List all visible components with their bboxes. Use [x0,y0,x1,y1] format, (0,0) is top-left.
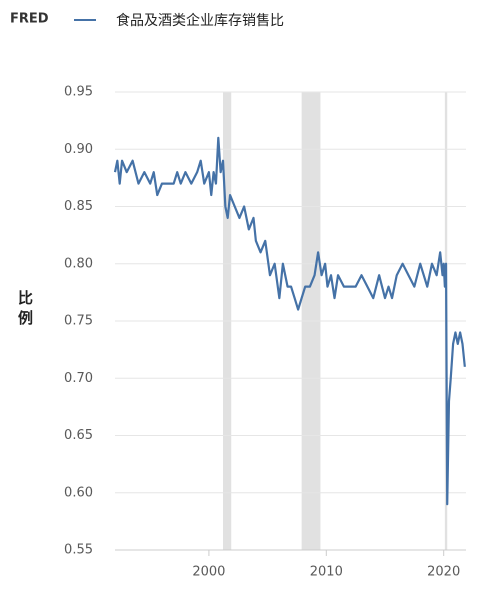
x-tick-label: 2000 [192,565,225,580]
y-tick-label: 0.55 [64,543,93,558]
y-tick-label: 0.60 [64,485,93,500]
y-tick-label: 0.80 [64,256,93,271]
y-axis-label: 比例 [18,289,34,327]
y-tick-label: 0.85 [64,199,93,214]
logo: FRED [10,12,49,27]
y-tick-label: 0.70 [64,371,93,386]
y-tick-label: 0.90 [64,142,93,157]
y-tick-label: 0.95 [64,85,93,100]
y-tick-label: 0.75 [64,314,93,329]
legend-label: 食品及酒类企业库存销售比 [116,12,284,29]
x-tick-label: 2010 [310,565,343,580]
y-tick-label: 0.65 [64,428,93,443]
x-tick-label: 2020 [427,565,460,580]
series-line [113,136,466,506]
